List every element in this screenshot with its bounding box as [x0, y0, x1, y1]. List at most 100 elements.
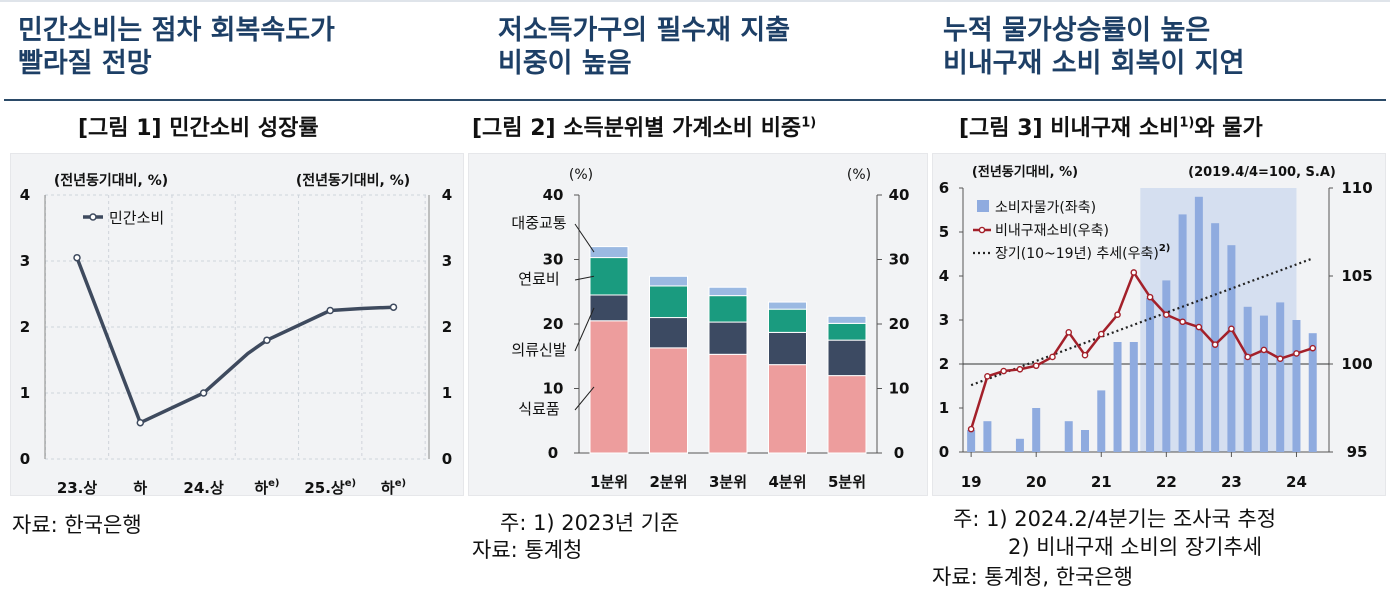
- bar-소비자물가: [1211, 223, 1220, 452]
- x-tick-label: 23.상: [57, 479, 98, 495]
- figure-1-title-text: [그림 1] 민간소비 성장률: [78, 116, 319, 141]
- data-point: [1195, 323, 1203, 331]
- data-point: [1179, 318, 1186, 326]
- y-tick-left: 4: [939, 267, 949, 285]
- y-tick-left: 10: [543, 380, 564, 398]
- figure-2-source: 자료: 통계청: [472, 538, 583, 562]
- y-tick-left: 4: [20, 186, 30, 204]
- data-point: [1309, 344, 1317, 352]
- series-label-대중교통: 대중교통: [511, 214, 566, 232]
- y-tick-left: 2: [20, 318, 30, 336]
- bar-식료품: [708, 353, 748, 454]
- bar-대중교통: [589, 246, 629, 259]
- legend-marker: [978, 226, 986, 234]
- series-label-식료품: 식료품: [518, 400, 559, 418]
- x-tick-label: 21: [1091, 473, 1112, 491]
- x-tick-label: 22: [1156, 473, 1177, 491]
- data-point: [1130, 269, 1138, 276]
- figure-1-title: [그림 1] 민간소비 성장률: [78, 110, 319, 142]
- data-point: [1163, 311, 1170, 319]
- bar-의류신발: [708, 321, 748, 355]
- legend-label-line: 비내구재소비(우축): [995, 223, 1109, 239]
- bar-식료품: [768, 364, 807, 454]
- data-point: [389, 303, 398, 311]
- figure-2-panel: 0 0 10 10 20 20 30 30 40 40 (%) (%) 1분위 2분위 3분위 4분위 5분위 대…: [468, 153, 928, 496]
- data-point: [73, 253, 81, 262]
- y-tick-left: 0: [548, 444, 558, 462]
- y-tick-left: 1: [939, 399, 949, 417]
- bar-소비자물가: [1015, 438, 1024, 452]
- figure-2-title-text: [그림 2] 소득분위별 가계소비 비중: [472, 116, 802, 141]
- figure-3-source: 자료: 통계청, 한국은행: [932, 565, 1133, 589]
- x-tick-label: 24.상: [183, 479, 224, 495]
- x-tick-label: 19: [961, 473, 982, 491]
- bar-소비자물가: [1113, 342, 1122, 452]
- bar-소비자물가: [967, 430, 976, 452]
- bar-연료비: [708, 295, 748, 323]
- x-tick-label: 3분위: [709, 473, 747, 491]
- series-label-연료비: 연료비: [518, 270, 559, 288]
- bar-의류신발: [768, 331, 807, 366]
- y-tick-right: 4: [442, 186, 452, 204]
- x-tick-label: 23: [1221, 473, 1242, 491]
- data-point: [1228, 325, 1235, 333]
- bar-소비자물가: [1129, 342, 1138, 452]
- y-tick-right: 100: [1341, 355, 1372, 373]
- legend-swatch-bar: [977, 200, 989, 212]
- legend-sup: 2): [1159, 243, 1171, 254]
- data-point: [1260, 346, 1268, 354]
- bar-식료품: [649, 347, 688, 454]
- bar-대중교통: [827, 315, 867, 324]
- bar-소비자물가: [1292, 320, 1301, 452]
- leader-line: [574, 275, 595, 281]
- headline-2-line2: 비중이 높음: [498, 48, 632, 79]
- x-tick-label: 5분위: [828, 473, 866, 491]
- y-tick-right: 10: [889, 380, 910, 398]
- y-tick-right: 0: [442, 450, 452, 468]
- y-tick-left: 20: [543, 315, 564, 333]
- data-point: [1049, 353, 1056, 361]
- y-tick-left: 2: [939, 355, 949, 373]
- figure-2-title: [그림 2] 소득분위별 가계소비 비중1): [472, 110, 816, 142]
- figure-3-title-text-b: 와 물가: [1194, 116, 1263, 141]
- headline-2-line1: 저소득가구의 필수재 지출: [498, 15, 791, 46]
- bar-연료비: [827, 322, 867, 341]
- series-line-민간소비: [75, 257, 394, 425]
- bar-의류신발: [649, 317, 688, 349]
- legend-marker: [89, 213, 97, 221]
- top-border: [0, 0, 1390, 10]
- x-tick-label: 1분위: [590, 473, 628, 491]
- bar-대중교통: [649, 275, 688, 287]
- y-tick-left: 40: [543, 186, 564, 204]
- x-tick-label: 하: [133, 479, 147, 495]
- bar-소비자물가: [983, 421, 992, 452]
- data-point: [199, 389, 208, 397]
- bar-연료비: [589, 257, 629, 296]
- data-point: [1114, 311, 1121, 319]
- y-tick-right: 0: [894, 444, 904, 462]
- headline-3-line2: 비내구재 소비 회복이 지연: [943, 48, 1245, 79]
- figure-2-chart: 0 0 10 10 20 20 30 30 40 40 (%) (%) 1분위 2분위 3분위 4분위 5분위 대…: [511, 167, 910, 491]
- y-tick-right: 110: [1341, 179, 1372, 197]
- bar-소비자물가: [1308, 333, 1317, 452]
- leader-line: [574, 223, 595, 253]
- y-tick-right: 3: [442, 252, 452, 270]
- leader-line: [574, 307, 595, 352]
- y-label-left: (전년동기대비, %): [972, 164, 1078, 180]
- bar-소비자물가: [1243, 306, 1252, 452]
- data-point: [1293, 350, 1300, 357]
- y-tick-right: 20: [889, 315, 910, 333]
- y-label-right: (전년동기대비, %): [296, 172, 410, 189]
- y-tick-left: 5: [939, 223, 949, 241]
- data-point: [1016, 365, 1024, 373]
- x-tick-sup: e): [268, 478, 279, 489]
- figure-3-note-1: 주: 1) 2024.2/4분기는 조사국 추정: [953, 507, 1277, 531]
- data-point: [1244, 353, 1251, 361]
- y-tick-left: 6: [939, 179, 949, 197]
- data-point: [1097, 330, 1105, 338]
- bar-식료품: [589, 320, 629, 454]
- legend-label-dotted: 장기(10~19년) 추세(우축)2): [995, 243, 1170, 262]
- leader-line: [574, 386, 595, 411]
- y-tick-left: 0: [939, 443, 949, 461]
- bar-의류신발: [589, 294, 629, 322]
